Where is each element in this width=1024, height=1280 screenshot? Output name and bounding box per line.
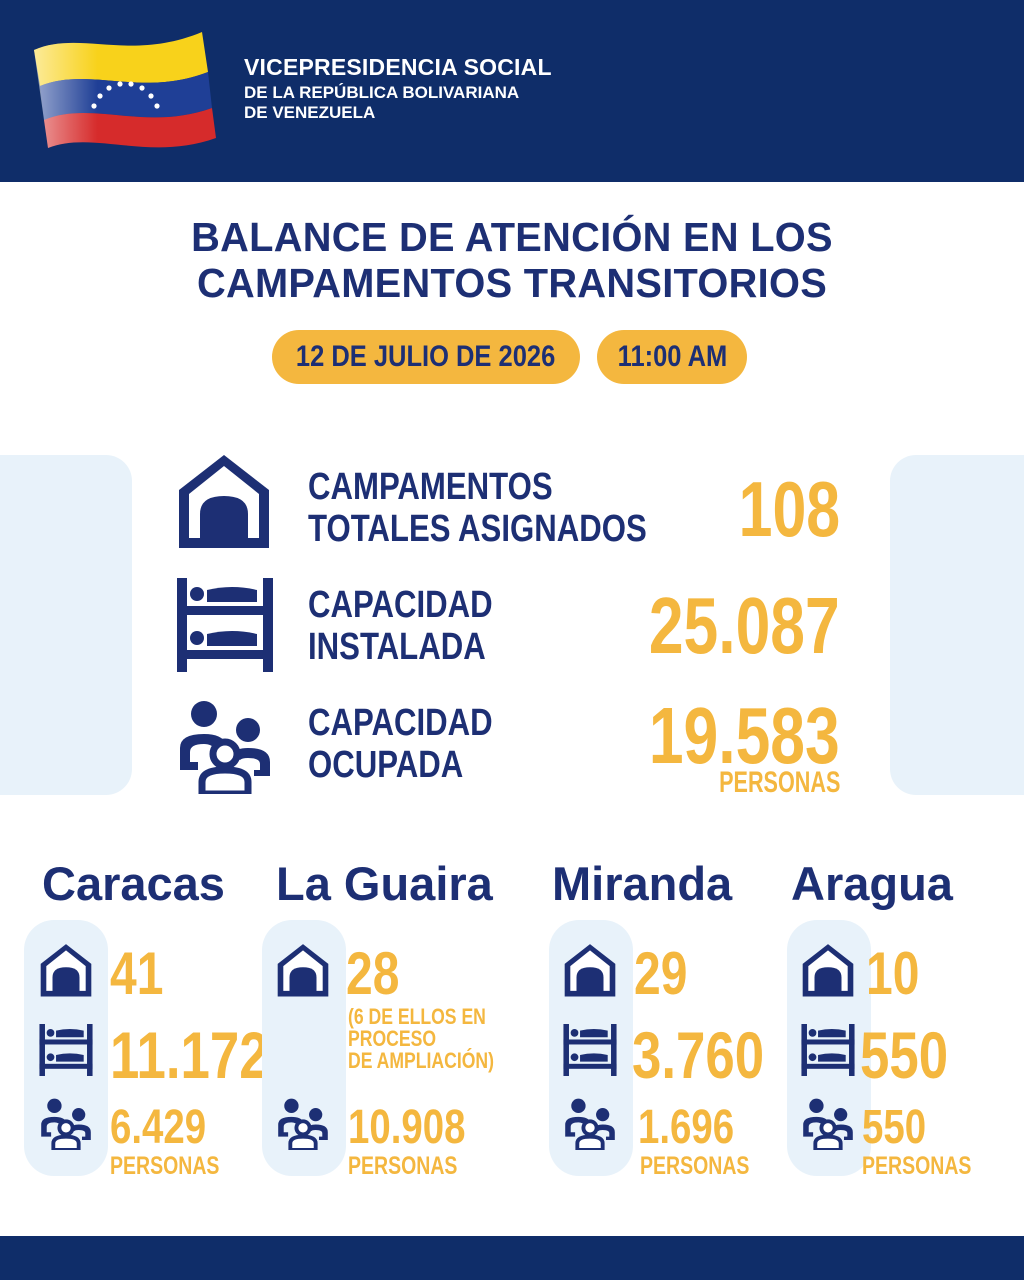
date-badge: 12 DE JULIO DE 2026 [272, 330, 580, 384]
region-la-guaira-people-unit: PERSONAS [348, 1152, 458, 1180]
stat-installed-label-line-1: CAPACIDAD [308, 584, 493, 626]
right-decorative-panel [890, 455, 1024, 795]
organization-name: VICEPRESIDENCIA SOCIAL DE LA REPÚBLICA B… [244, 54, 552, 122]
region-la-guaira-note: (6 DE ELLOS EN PROCESO DE AMPLIACIÓN) [348, 1006, 494, 1072]
stat-camps-label-line-1: CAMPAMENTOS [308, 466, 553, 508]
region-miranda-people: 1.696 [638, 1101, 735, 1154]
region-aragua-name: Aragua [791, 857, 953, 910]
region-miranda-people-unit: PERSONAS [640, 1152, 750, 1180]
bunk-bed-icon [801, 1024, 855, 1076]
region-miranda-capacity: 3.760 [632, 1018, 765, 1092]
region-la-guaira-note-line-1: (6 DE ELLOS EN [348, 1004, 486, 1029]
region-la-guaira-note-line-3: DE AMPLIACIÓN) [348, 1048, 495, 1073]
stat-occupied-label-line-1: CAPACIDAD [308, 702, 493, 744]
stat-installed-label-line-2: INSTALADA [308, 626, 486, 668]
stat-occupied-label: CAPACIDAD OCUPADA [308, 702, 493, 786]
stat-installed-value: 25.087 [649, 581, 840, 670]
stat-camps-label-line-2: TOTALES ASIGNADOS [308, 508, 647, 550]
region-caracas-capacity: 11.172 [110, 1018, 269, 1092]
page-title: BALANCE DE ATENCIÓN EN LOS CAMPAMENTOS T… [15, 214, 1008, 306]
tent-icon [39, 942, 93, 998]
region-aragua-people: 550 [862, 1101, 927, 1154]
tent-icon [563, 942, 617, 998]
tent-icon [801, 942, 855, 998]
date-text: 12 DE JULIO DE 2026 [296, 340, 556, 373]
org-line-2: DE LA REPÚBLICA BOLIVARIANA [244, 83, 520, 102]
people-group-icon [801, 1098, 855, 1150]
region-miranda-camps: 29 [634, 940, 688, 1007]
venezuela-flag-logo [30, 28, 220, 156]
region-caracas-name: Caracas [42, 857, 225, 910]
stat-occupied-unit: PERSONAS [718, 766, 840, 799]
tent-icon [176, 452, 272, 550]
tent-icon [276, 942, 330, 998]
people-group-icon [563, 1098, 617, 1150]
region-aragua-people-unit: PERSONAS [862, 1152, 972, 1180]
time-text: 11:00 AM [617, 340, 727, 373]
stat-occupied-label-line-2: OCUPADA [308, 744, 464, 786]
people-group-icon [276, 1098, 330, 1150]
region-la-guaira-people: 10.908 [348, 1101, 466, 1154]
stat-camps-value: 108 [738, 465, 840, 553]
footer-banner [0, 1236, 1024, 1280]
region-la-guaira-camps: 28 [346, 940, 400, 1007]
stat-occupied-value: 19.583 [649, 691, 840, 780]
stat-camps-label: CAMPAMENTOS TOTALES ASIGNADOS [308, 466, 647, 550]
org-line-1: VICEPRESIDENCIA SOCIAL [244, 54, 552, 80]
org-line-3: DE VENEZUELA [244, 103, 376, 122]
region-aragua-capacity: 550 [860, 1018, 949, 1092]
bunk-bed-icon [39, 1024, 93, 1076]
bunk-bed-icon [177, 578, 273, 672]
region-caracas-people: 6.429 [110, 1101, 207, 1154]
region-la-guaira-name: La Guaira [276, 857, 493, 910]
region-la-guaira-note-line-2: PROCESO [348, 1026, 437, 1051]
bunk-bed-icon [563, 1024, 617, 1076]
people-group-icon [176, 700, 274, 794]
region-aragua-camps: 10 [866, 940, 920, 1007]
region-caracas-camps: 41 [110, 940, 164, 1007]
stat-installed-label: CAPACIDAD INSTALADA [308, 584, 493, 668]
header-banner: VICEPRESIDENCIA SOCIAL DE LA REPÚBLICA B… [0, 0, 1024, 182]
left-decorative-panel [0, 455, 132, 795]
title-line-1: BALANCE DE ATENCIÓN EN LOS [191, 214, 833, 260]
people-group-icon [39, 1098, 93, 1150]
region-miranda-name: Miranda [552, 857, 733, 910]
region-caracas-people-unit: PERSONAS [110, 1152, 220, 1180]
time-badge: 11:00 AM [597, 330, 747, 384]
title-line-2: CAMPAMENTOS TRANSITORIOS [196, 260, 828, 306]
